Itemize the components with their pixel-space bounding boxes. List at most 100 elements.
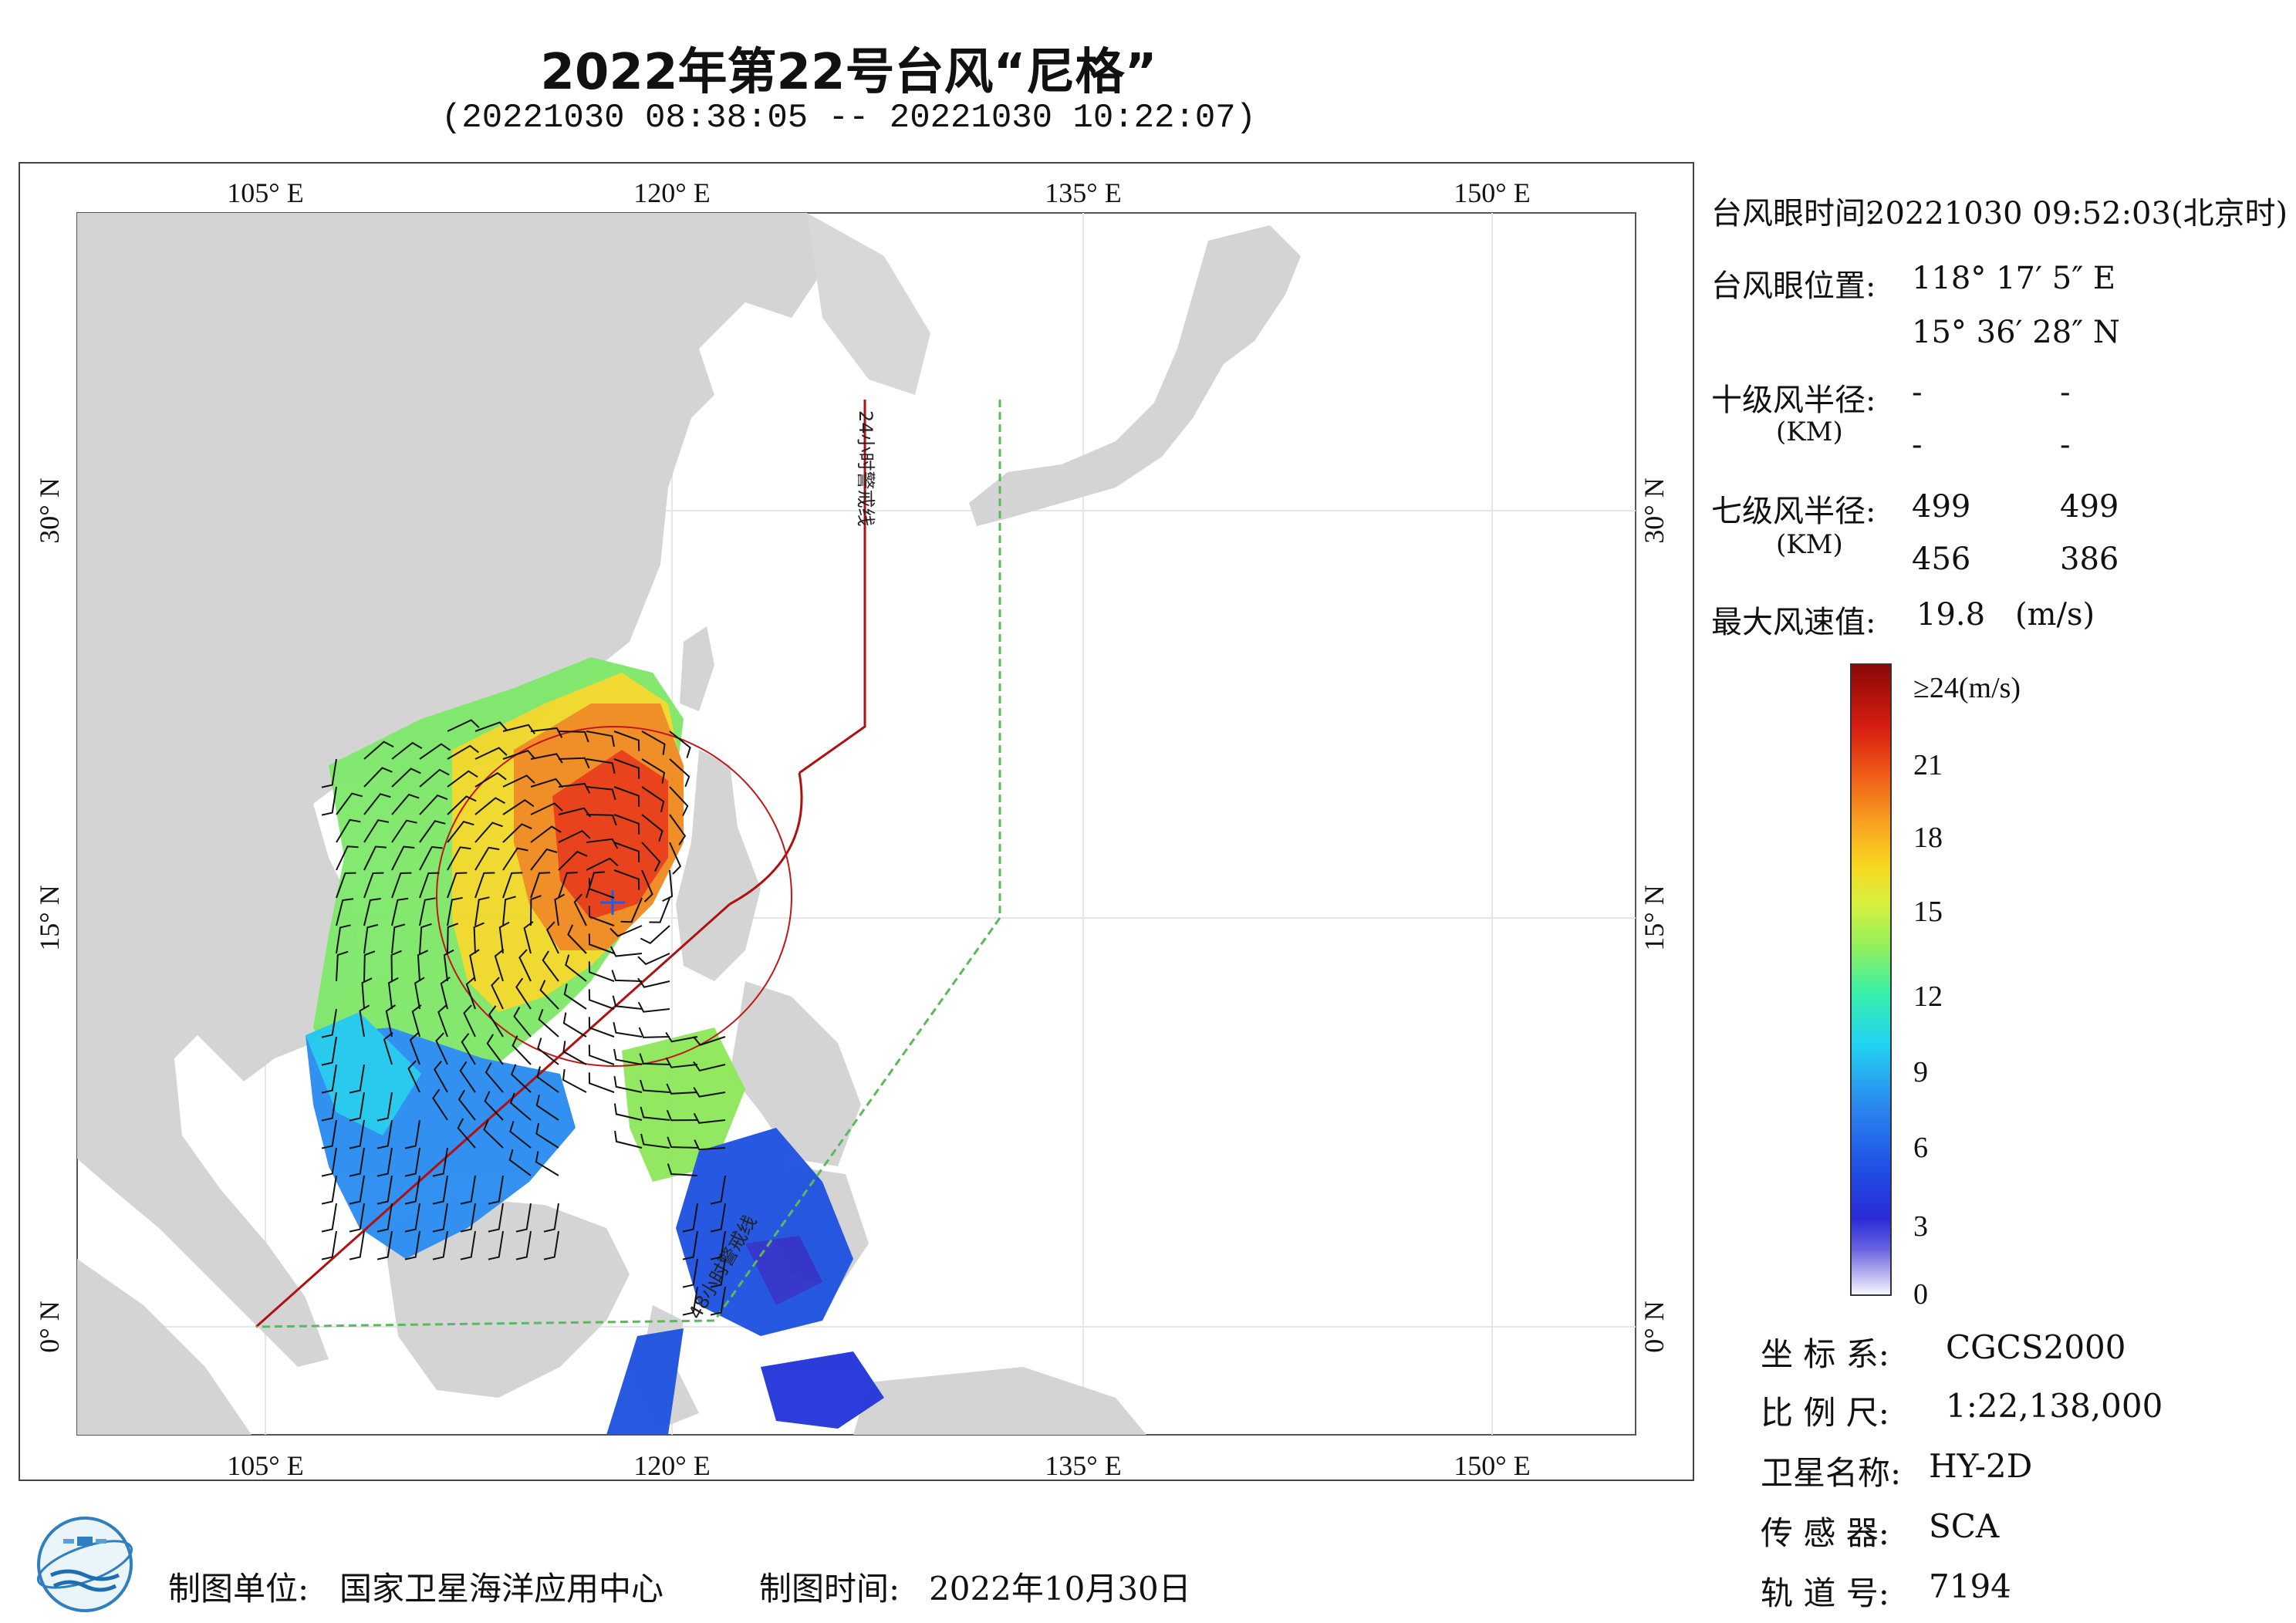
lat-label-left-15: 15° N <box>34 885 65 950</box>
wind-barb <box>611 970 643 982</box>
colorbar-tick-3: 3 <box>1913 1210 1928 1243</box>
wind-barb <box>321 1230 337 1260</box>
wind-barb <box>641 869 653 903</box>
wind-barb <box>376 1230 393 1260</box>
wind-barb <box>407 1060 420 1093</box>
wind-barb <box>682 1258 698 1288</box>
wind-barb <box>419 794 448 815</box>
colorbar-tick-21: 21 <box>1913 749 1943 781</box>
wind-barb <box>669 731 691 758</box>
lon-label-top-105: 105° E <box>227 177 303 208</box>
wind-barb <box>419 820 446 843</box>
swath-red <box>552 750 668 919</box>
wind-barb <box>613 1075 643 1093</box>
wind-barb <box>693 1036 726 1046</box>
wind-barb <box>558 872 578 899</box>
wind-barb <box>419 872 440 899</box>
wind-barb <box>498 921 510 954</box>
r7-unit: (KM) <box>1776 529 1843 560</box>
wind-barb <box>666 1083 698 1095</box>
wind-barb <box>535 1095 559 1121</box>
wind-barb <box>376 1203 393 1233</box>
wind-barb <box>613 786 640 807</box>
r7-value-2: 499 <box>2060 489 2119 525</box>
wind-barb <box>502 896 516 926</box>
wind-barb <box>542 950 559 982</box>
wind-barb <box>502 749 535 760</box>
wind-barb <box>461 1033 476 1065</box>
wind-barb <box>614 1130 643 1149</box>
wind-barb <box>447 872 468 899</box>
wind-barb <box>363 845 387 871</box>
wind-barb <box>359 1004 370 1038</box>
wind-barb <box>640 925 670 945</box>
wind-barb <box>447 744 479 760</box>
wind-barb <box>694 1139 726 1151</box>
wind-barb <box>502 774 535 788</box>
wind-barb <box>665 1057 698 1068</box>
wind-barb <box>641 758 666 784</box>
map-frame: 24小时警戒线 48小时警戒线 105° E 120° E 135° E 150… <box>19 162 1694 1481</box>
wind-barb <box>391 793 420 815</box>
wind-barb <box>586 814 617 826</box>
lat-label-right-30: 30° N <box>1639 477 1670 543</box>
wind-barb <box>387 977 399 1010</box>
wind-barb <box>641 814 663 842</box>
wind-barb <box>588 906 615 926</box>
wind-barb <box>473 922 485 954</box>
wind-field-map[interactable]: 24小时警戒线 48小时警戒线 105° E 120° E 135° E 150… <box>20 164 1696 1483</box>
wind-barb <box>573 893 587 926</box>
wind-barb <box>515 977 532 1010</box>
wind-barb <box>447 846 471 871</box>
wind-barb <box>321 1203 337 1233</box>
sensor-label: 传 感 器: <box>1761 1514 1889 1552</box>
wind-barb <box>530 848 558 871</box>
wind-barb <box>463 1004 476 1038</box>
wind-barb <box>649 897 670 923</box>
wind-barb <box>419 923 432 954</box>
wind-barb <box>613 758 640 779</box>
wind-barb <box>502 847 528 871</box>
wind-barb <box>586 731 615 747</box>
wind-barb <box>488 1005 504 1038</box>
wind-barb <box>460 1203 476 1233</box>
wind-barb <box>513 1007 532 1038</box>
wind-barb <box>588 989 615 1010</box>
wind-barb <box>411 1004 422 1038</box>
wind-barb <box>321 1092 337 1122</box>
wind-barb <box>669 758 690 788</box>
wind-barb <box>432 1088 448 1121</box>
wind-barb <box>565 954 587 982</box>
wind-barb <box>391 819 417 843</box>
wind-barb <box>563 984 587 1010</box>
wind-barb <box>336 845 359 871</box>
wind-barb <box>613 869 640 890</box>
warning-lines <box>255 400 1001 1328</box>
wind-barb <box>363 898 381 926</box>
wind-barb <box>474 822 503 843</box>
wind-barb <box>588 1017 615 1038</box>
map-unit-label: 制图单位: <box>168 1570 309 1608</box>
wind-barb <box>488 1203 504 1233</box>
lon-label-bottom-150: 150° E <box>1454 1450 1530 1481</box>
wind-barb <box>321 786 337 816</box>
wind-barb <box>588 1044 615 1065</box>
wind-barb <box>710 1258 726 1288</box>
wind-barb <box>558 757 590 769</box>
map-title: 2022年第22号台风“尼格” <box>540 44 1157 101</box>
luzon <box>676 750 761 981</box>
wind-swath <box>306 657 884 1435</box>
colorbar-tick-15: 15 <box>1913 896 1943 928</box>
wind-barb <box>321 758 337 788</box>
wind-barb <box>336 872 356 899</box>
wind-speed-colorbar <box>1850 663 1892 1296</box>
colorbar-top-label: ≥24(m/s) <box>1913 672 2021 704</box>
wind-barb <box>404 1147 420 1177</box>
eye-latitude: 15° 36′ 28″ N <box>1912 315 2120 350</box>
wind-barb <box>693 1061 726 1072</box>
wind-barb <box>349 1175 365 1205</box>
r10-value-2: - <box>2060 375 2071 410</box>
colorbar-tick-18: 18 <box>1913 822 1943 854</box>
wind-barbs <box>321 719 726 1316</box>
r10-value-3: - <box>1912 427 1923 463</box>
